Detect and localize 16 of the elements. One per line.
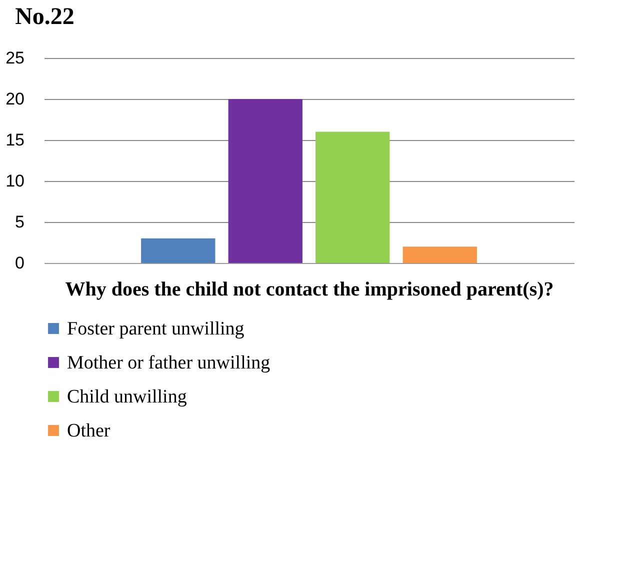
y-tick-label: 25 [6,48,24,68]
legend-label: Other [67,420,111,442]
bar [402,246,477,263]
y-tick-label: 10 [6,172,24,190]
legend-label: Child unwilling [67,386,188,408]
bar [316,132,390,263]
y-tick-label: 15 [6,130,24,150]
legend-label: Foster parent unwilling [67,318,245,340]
y-tick-label: 0 [15,254,24,272]
legend-label: Mother or father unwilling [67,352,271,374]
x-axis-title: Why does the child not contact the imprisoned parent(s)? [65,278,554,300]
bar [141,238,216,263]
y-tick-label: 20 [6,90,24,108]
bar [228,99,302,263]
y-tick-label: 5 [15,212,24,232]
chart-title: No.22 [15,4,74,30]
